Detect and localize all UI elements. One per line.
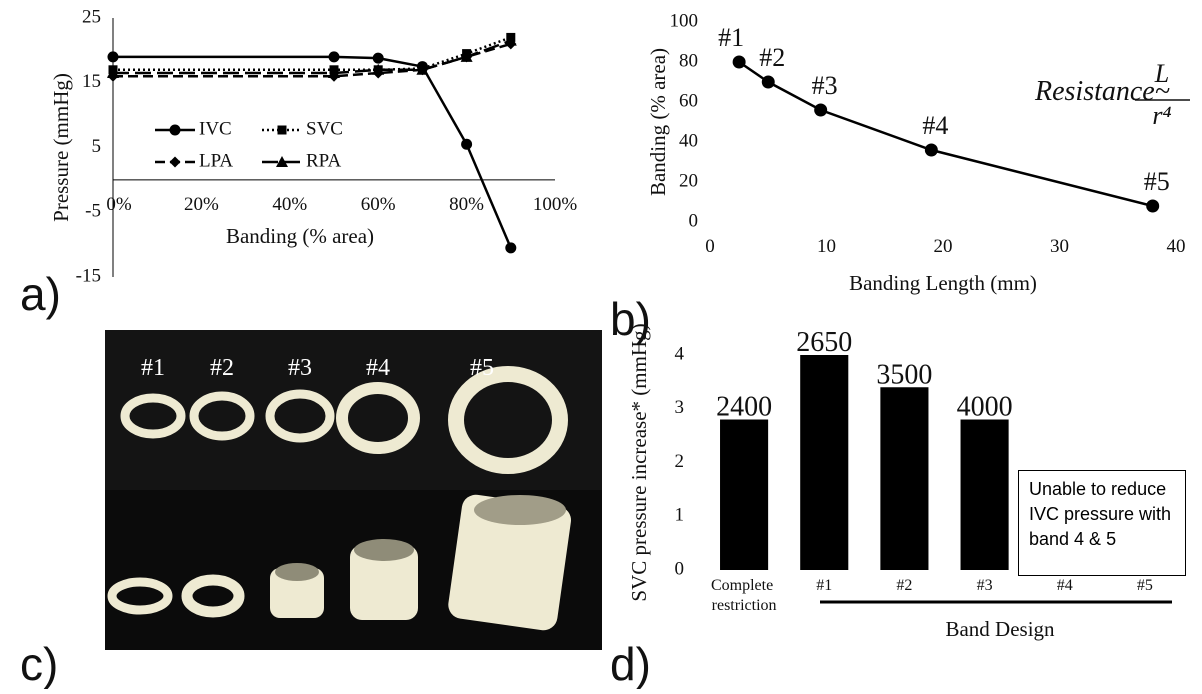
y-tick-label: 3 (675, 397, 685, 418)
y-tick-label: 40 (679, 130, 698, 151)
point (461, 139, 472, 150)
panel-label: d) (610, 638, 651, 689)
photo (105, 330, 602, 650)
point (505, 242, 516, 253)
point-label: #4 (922, 111, 948, 140)
y-tick-label: 0 (689, 210, 699, 231)
y-tick-label: 100 (670, 10, 699, 31)
y-tick-label: 80 (679, 50, 698, 71)
x-tick-label: #5 (1137, 577, 1153, 594)
photo-label: #2 (210, 355, 234, 381)
x-tick-label: 20% (184, 194, 219, 215)
y-tick-label: 4 (675, 343, 685, 364)
series-line (113, 37, 511, 69)
y-tick-label: 2 (675, 451, 685, 472)
point (814, 104, 827, 117)
x-tick-label: 80% (449, 194, 484, 215)
x-tick-label-line: Complete (711, 577, 777, 594)
x-axis-label: Band Design (945, 617, 1055, 641)
legend-label: RPA (306, 150, 341, 171)
x-tick-label: 40 (1167, 236, 1186, 257)
bar-annotation: 2650 (796, 327, 852, 358)
x-tick-label: Complete restriction (711, 577, 777, 614)
x-axis-label: Banding (% area) (226, 224, 374, 248)
bar-annotation: 4000 (957, 392, 1013, 423)
point-label: #1 (718, 23, 744, 52)
x-tick-label: 60% (361, 194, 396, 215)
y-axis-label: SVC pressure increase* (mmHg) (627, 323, 651, 601)
point-label: #3 (812, 71, 838, 100)
legend-label: LPA (199, 150, 233, 171)
y-tick-label: -15 (76, 265, 101, 286)
point (762, 76, 775, 89)
x-tick-label: #2 (896, 577, 912, 594)
photo-label: #4 (366, 355, 390, 381)
x-tick-label: 40% (272, 194, 307, 215)
photo-label: #5 (470, 355, 494, 381)
y-tick-label: 1 (675, 505, 685, 526)
point (373, 53, 384, 64)
bar-annotation: 3500 (876, 359, 932, 390)
bar (880, 387, 928, 570)
y-tick-label: 15 (82, 71, 101, 92)
point-label: #2 (759, 43, 785, 72)
bar-annotation: 2400 (716, 392, 772, 423)
point (733, 56, 746, 69)
point (329, 51, 340, 62)
y-tick-label: 0 (675, 558, 685, 579)
x-tick-label: 0% (106, 194, 132, 215)
bar (720, 420, 768, 571)
x-tick-label: 0 (705, 236, 715, 257)
x-tick-label: 20 (934, 236, 953, 257)
annotation: Resistance~ (1034, 76, 1170, 107)
y-tick-label: 25 (82, 6, 101, 27)
legend-label: SVC (306, 118, 343, 139)
x-tick-label: #3 (977, 577, 993, 594)
y-tick-label: 20 (679, 170, 698, 191)
point (1146, 200, 1159, 213)
x-tick-label: 30 (1050, 236, 1069, 257)
y-axis-label: Banding (% area) (646, 48, 670, 196)
legend-marker (170, 125, 181, 136)
x-tick-label: 10 (817, 236, 836, 257)
y-tick-label: -5 (85, 201, 101, 222)
annotation-numerator: L (1154, 59, 1169, 88)
panel-label: c) (20, 638, 58, 689)
y-tick-label: 5 (92, 136, 102, 157)
photo-label: #1 (141, 355, 165, 381)
x-tick-label: 100% (533, 194, 578, 215)
figure: a) b) c) d) Resistance~ L r⁴ Unable to r… (0, 0, 1202, 689)
x-tick-label-line: restriction (712, 597, 777, 614)
panel-label: a) (20, 268, 61, 320)
legend-marker (170, 157, 181, 168)
note: Unable to reduce IVC pressure with band … (1018, 470, 1186, 576)
bar (961, 420, 1009, 571)
point (108, 51, 119, 62)
photo-label: #3 (288, 355, 312, 381)
legend-label: IVC (199, 118, 232, 139)
y-tick-label: 60 (679, 90, 698, 111)
annotation-denominator: r⁴ (1152, 101, 1171, 130)
bar (800, 355, 848, 570)
note-box: Unable to reduce IVC pressure with band … (1018, 470, 1188, 590)
y-axis-label: Pressure (mmHg) (49, 73, 73, 222)
legend-marker (278, 126, 287, 135)
point (925, 144, 938, 157)
point-label: #5 (1144, 167, 1170, 196)
x-tick-label: #1 (816, 577, 832, 594)
x-tick-label: #4 (1057, 577, 1073, 594)
x-axis-label: Banding Length (mm) (849, 271, 1037, 295)
